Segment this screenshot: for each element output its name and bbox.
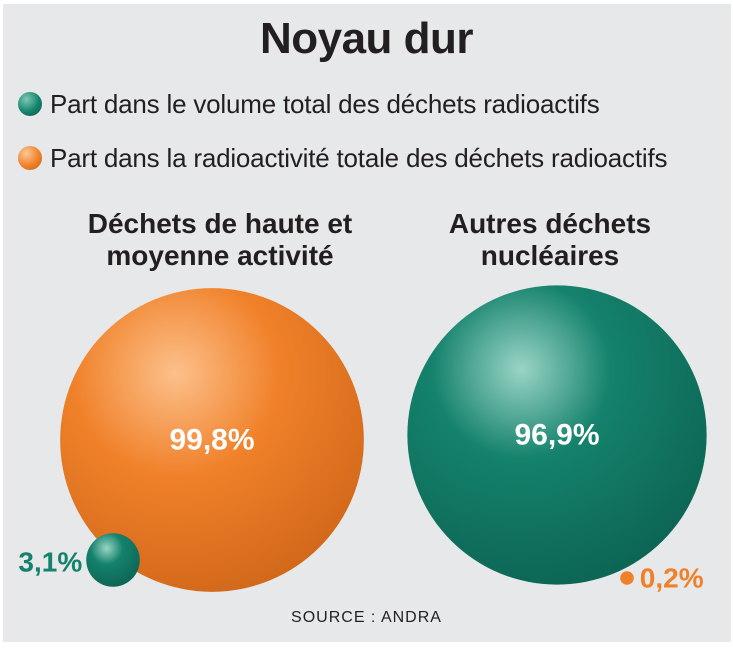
chart-source: SOURCE : ANDRA [291, 609, 442, 626]
group-title-hma: Déchets de haute et moyenne activité [55, 208, 385, 272]
bubble-label-hma-radioactivity: 99,8% [169, 424, 254, 457]
bubble-hma-radioactivity [60, 288, 364, 592]
legend-label-radioactivity: Part dans la radioactivité totale des dé… [50, 142, 668, 173]
legend-label-volume: Part dans le volume total des déchets ra… [50, 88, 600, 119]
legend-swatch-radioactivity [18, 146, 42, 170]
bubble-label-hma-volume: 3,1% [18, 547, 82, 578]
bubble-other-radioactivity [620, 571, 634, 585]
bubble-label-other-radioactivity: 0,2% [640, 563, 704, 594]
bubble-other-volume [407, 285, 707, 585]
group-title-hma-line1: Déchets de haute et [87, 208, 353, 239]
group-title-other-line1: Autres déchets [448, 208, 652, 239]
chart-title: Noyau dur [259, 14, 474, 63]
legend-item-radioactivity: Part dans la radioactivité totale des dé… [18, 140, 667, 176]
group-title-hma-line2: moyenne activité [106, 240, 334, 271]
legend-item-volume: Part dans le volume total des déchets ra… [18, 86, 600, 122]
group-title-other-line2: nucléaires [480, 240, 620, 271]
bubble-label-other-volume: 96,9% [514, 419, 599, 452]
legend-swatch-volume [18, 92, 42, 116]
group-title-other: Autres déchets nucléaires [400, 208, 700, 272]
bubble-hma-volume [86, 533, 140, 587]
